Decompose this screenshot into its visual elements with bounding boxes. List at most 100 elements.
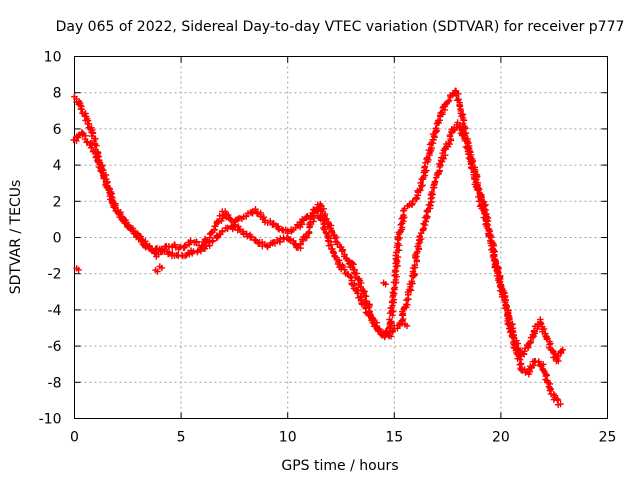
data-point-marker xyxy=(516,361,523,368)
data-point-marker xyxy=(197,248,205,255)
data-point-marker xyxy=(462,143,470,151)
data-point-marker xyxy=(382,281,389,288)
data-point-marker xyxy=(409,197,416,205)
x-tick-label: 0 xyxy=(70,430,79,446)
data-point-marker xyxy=(432,124,440,132)
y-axis-label: SDTVAR / TECUs xyxy=(8,180,24,295)
data-point-marker xyxy=(331,235,339,242)
data-point-marker xyxy=(376,325,383,333)
x-tick-label: 10 xyxy=(279,430,297,446)
data-point-marker xyxy=(123,219,130,226)
data-point-marker xyxy=(431,178,439,185)
data-point-marker xyxy=(354,290,361,297)
data-point-marker xyxy=(338,247,346,255)
y-tick-label: 4 xyxy=(53,158,62,174)
data-points xyxy=(70,87,566,408)
data-point-marker xyxy=(386,316,393,323)
data-point-marker xyxy=(403,322,411,330)
data-point-marker xyxy=(530,362,537,369)
data-point-marker xyxy=(346,273,354,280)
data-point-marker xyxy=(501,305,509,312)
data-point-marker xyxy=(442,151,449,159)
data-point-marker xyxy=(108,196,116,203)
data-point-marker xyxy=(247,234,254,241)
data-point-marker xyxy=(88,141,96,149)
data-point-marker xyxy=(248,209,255,216)
data-point-marker xyxy=(390,308,397,315)
x-axis-label: GPS time / hours xyxy=(281,458,398,474)
y-tick-label: 2 xyxy=(53,194,62,210)
data-point-marker xyxy=(226,215,234,223)
data-point-marker xyxy=(130,227,137,234)
data-point-marker xyxy=(79,131,86,138)
data-point-marker xyxy=(427,191,435,199)
x-axis: 0 5 10 15 20 25 xyxy=(70,56,617,446)
data-point-marker xyxy=(498,282,505,290)
data-point-marker xyxy=(413,250,420,257)
data-point-marker xyxy=(224,224,231,231)
data-point-marker xyxy=(87,144,95,152)
data-point-marker xyxy=(142,238,149,245)
data-point-marker xyxy=(411,261,418,269)
x-tick-label: 25 xyxy=(599,430,617,446)
data-point-marker xyxy=(507,327,515,335)
data-point-marker xyxy=(154,268,161,275)
data-point-marker xyxy=(117,211,124,218)
y-tick-label: 6 xyxy=(53,122,62,138)
data-point-marker xyxy=(416,186,423,193)
data-point-marker xyxy=(445,97,453,104)
y-tick-label: -2 xyxy=(48,267,62,283)
data-point-marker xyxy=(447,137,455,144)
data-point-marker xyxy=(158,264,165,272)
data-point-marker xyxy=(247,233,255,240)
data-point-marker xyxy=(275,225,282,232)
grid-lines xyxy=(74,56,608,419)
y-axis: -10 -8 -6 -4 -2 0 2 4 6 8 10 xyxy=(39,50,608,428)
data-point-marker xyxy=(557,400,564,408)
data-point-marker xyxy=(137,233,144,240)
data-point-marker xyxy=(399,310,407,317)
data-point-marker xyxy=(510,335,518,342)
data-point-marker xyxy=(77,105,85,113)
data-point-marker xyxy=(391,284,398,291)
data-point-marker xyxy=(211,223,218,230)
data-point-marker xyxy=(417,187,424,194)
y-tick-label: 10 xyxy=(44,50,62,66)
data-point-marker xyxy=(453,92,460,100)
data-point-marker xyxy=(219,228,226,236)
data-point-marker xyxy=(521,347,528,355)
data-point-marker xyxy=(460,117,468,124)
x-tick-label: 20 xyxy=(492,430,510,446)
data-point-marker xyxy=(350,261,357,268)
y-tick-label: -8 xyxy=(48,375,62,391)
data-point-marker xyxy=(454,119,461,126)
data-point-marker xyxy=(75,266,82,273)
x-tick-label: 5 xyxy=(177,430,186,446)
data-point-marker xyxy=(546,387,554,394)
data-point-marker xyxy=(187,237,194,244)
data-point-marker xyxy=(437,109,444,117)
data-point-marker xyxy=(323,215,330,223)
data-point-marker xyxy=(277,235,284,242)
data-point-marker xyxy=(539,366,547,374)
y-tick-label: 0 xyxy=(53,231,62,247)
data-point-marker xyxy=(559,346,566,353)
data-point-marker xyxy=(490,246,497,253)
data-point-marker xyxy=(209,237,216,244)
data-point-marker xyxy=(271,240,279,247)
data-point-marker xyxy=(417,179,424,187)
data-point-marker xyxy=(487,234,494,241)
data-point-marker xyxy=(357,283,364,291)
data-point-marker xyxy=(165,249,173,256)
data-point-marker xyxy=(303,213,310,221)
data-point-marker xyxy=(444,98,452,105)
y-tick-label: -6 xyxy=(48,339,62,355)
x-tick-label: 15 xyxy=(385,430,403,446)
data-point-marker xyxy=(251,236,259,243)
data-point-marker xyxy=(416,232,423,240)
data-point-marker xyxy=(284,230,291,237)
data-point-marker xyxy=(422,218,430,225)
data-point-marker xyxy=(267,217,274,225)
y-tick-label: 8 xyxy=(53,86,62,102)
